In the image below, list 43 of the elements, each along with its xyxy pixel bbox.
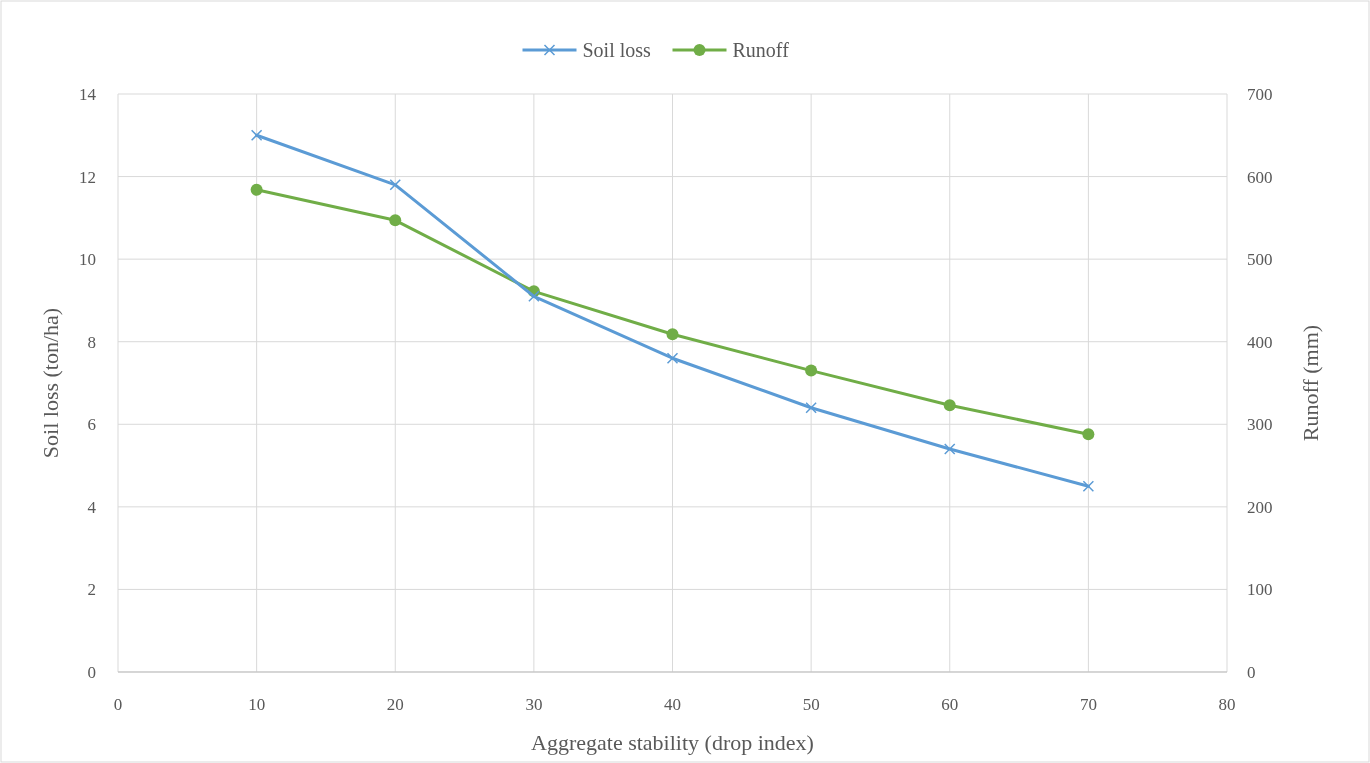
point (250, 129, 263, 142)
y2-tick-label: 700 (1247, 85, 1273, 104)
legend-label: Soil loss (582, 39, 652, 61)
x-tick-label: 80 (1218, 695, 1236, 714)
x-tick-label: 10 (248, 695, 266, 714)
y-tick-label: 14 (79, 85, 97, 104)
y2-tick-label: 400 (1247, 332, 1273, 352)
x-axis-title: Aggregate stability (drop index) (531, 730, 814, 755)
point (805, 364, 818, 377)
x-tick-label: 30 (525, 695, 543, 714)
legend-label: Runoff (732, 39, 790, 61)
point (666, 352, 679, 364)
point (666, 328, 679, 341)
y2-tick-label: 600 (1247, 167, 1273, 187)
x-tick-label: 60 (941, 695, 959, 714)
y-tick-label: 2 (87, 580, 96, 600)
point (1082, 480, 1095, 492)
x-tick-label: 0 (113, 695, 123, 714)
x-tick-label: 50 (802, 695, 820, 714)
y-tick-label: 6 (87, 415, 96, 435)
y-tick-label: 8 (87, 332, 96, 352)
y-tick-label: 12 (79, 167, 96, 187)
y2-axis-title: Runoff (mm) (1298, 324, 1323, 442)
y-tick-label: 4 (87, 497, 97, 517)
point (943, 399, 956, 412)
x-tick-label: 40 (664, 695, 681, 714)
point (1082, 428, 1095, 441)
point (250, 183, 263, 196)
point (389, 179, 401, 191)
y-tick-label: 0 (87, 663, 96, 682)
point (944, 443, 956, 455)
y2-tick-label: 0 (1247, 663, 1256, 682)
y2-tick-label: 300 (1247, 415, 1273, 435)
point (805, 402, 817, 414)
y2-tick-label: 500 (1247, 250, 1273, 270)
point (389, 214, 402, 227)
y2-tick-label: 100 (1247, 580, 1273, 600)
y-axis-title: Soil loss (ton/ha) (38, 307, 63, 459)
y-tick-label: 10 (79, 250, 96, 270)
x-tick-label: 70 (1079, 695, 1097, 714)
x-tick-label: 20 (386, 695, 404, 714)
y2-tick-label: 200 (1247, 497, 1273, 517)
point (528, 290, 540, 303)
